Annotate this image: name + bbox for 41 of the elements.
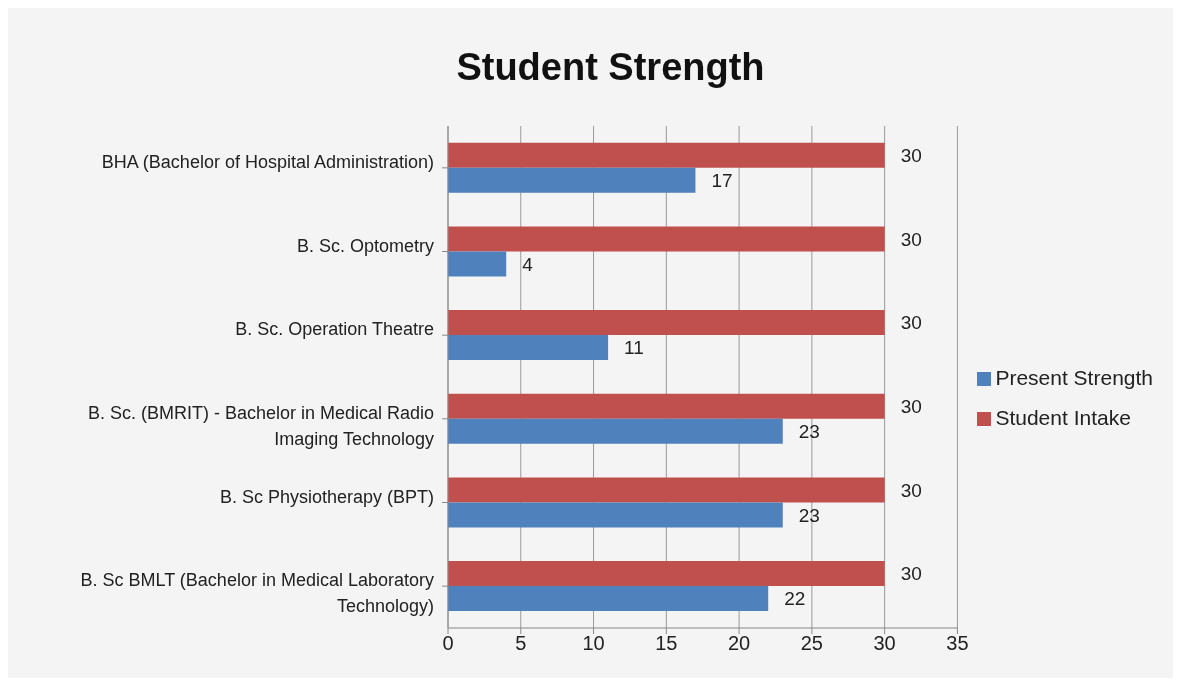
x-tick-label: 35 (946, 632, 969, 655)
y-tick-label: B. Sc Physiotherapy (BPT) (219, 486, 434, 507)
data-label: 30 (900, 228, 922, 250)
y-tick-label: BHA (Bachelor of Hospital Administration) (101, 151, 434, 172)
data-label: 30 (900, 563, 922, 585)
chart-title: Student Strength (455, 45, 766, 90)
legend-label: Present Strength (995, 366, 1153, 389)
bar (448, 167, 696, 193)
data-label: 17 (711, 169, 733, 191)
x-tick-label: 10 (582, 632, 605, 655)
data-label: 30 (900, 395, 922, 417)
data-label: 23 (798, 420, 820, 442)
bar (448, 310, 885, 336)
bar (448, 335, 609, 361)
bar (448, 226, 885, 252)
bar (448, 418, 783, 444)
legend-label: Student Intake (995, 406, 1131, 429)
bar (448, 561, 885, 587)
bar (448, 393, 885, 419)
y-tick-label: B. Sc. (BMRIT) - Bachelor in Medical Radio Imaging Technology (87, 402, 434, 449)
data-label: 11 (624, 337, 644, 359)
y-tick-label: B. Sc. Operation Theatre (235, 319, 434, 340)
data-label: 30 (900, 312, 922, 334)
x-tick-label: 5 (515, 632, 527, 655)
data-label: 30 (900, 479, 922, 501)
data-label: 22 (784, 588, 806, 610)
data-label: 4 (522, 253, 534, 275)
x-tick-label: 15 (655, 632, 678, 655)
x-tick-label: 30 (873, 632, 896, 655)
x-tick-label: 25 (800, 632, 823, 655)
data-label: 23 (798, 504, 820, 526)
y-tick-label: B. Sc BMLT (Bachelor in Medical Laboratory Technology) (80, 570, 434, 617)
x-tick-label: 20 (727, 632, 751, 655)
bar (448, 586, 769, 612)
bar (448, 142, 885, 168)
bar (448, 502, 783, 528)
data-label: 30 (900, 144, 922, 166)
y-tick-label: B. Sc. Optometry (296, 235, 434, 256)
bar (448, 477, 885, 503)
bar (448, 251, 507, 277)
x-tick-label: 0 (442, 632, 454, 655)
